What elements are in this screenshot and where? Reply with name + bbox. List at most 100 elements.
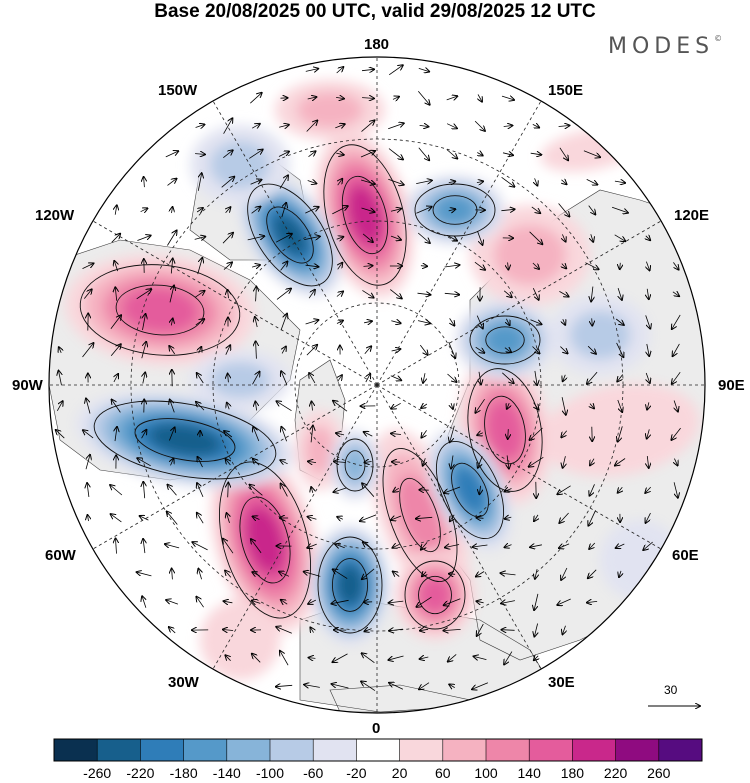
wind-vector [226, 459, 231, 466]
wind-vector [421, 430, 427, 437]
wind-vector [476, 601, 484, 603]
wind-vector [196, 402, 205, 411]
wind-vector [88, 515, 89, 522]
wind-vector [363, 542, 374, 551]
wind-vector [165, 151, 178, 158]
wind-vector [171, 319, 172, 326]
wind-vector [587, 371, 598, 384]
land-region [330, 685, 470, 712]
wind-vector [312, 402, 313, 411]
wind-vector [391, 434, 402, 435]
wind-vector [645, 486, 651, 493]
anomaly-contour [239, 496, 291, 584]
wind-vector [647, 288, 649, 299]
colorbar-swatch [97, 739, 141, 761]
colorbar-tick-label: 100 [474, 765, 498, 781]
wind-vector [253, 427, 260, 442]
wind-vector [362, 653, 375, 664]
wind-vector [332, 206, 347, 215]
anomaly-contour [382, 447, 458, 583]
brand-copyright-mark: © [714, 34, 723, 43]
colorbar-swatch [442, 739, 487, 761]
wind-vector [198, 569, 201, 580]
lon-label-90w: 90W [12, 377, 43, 394]
wind-vector [417, 91, 429, 104]
wind-vector [198, 457, 203, 468]
wind-vector [228, 374, 229, 383]
wind-vector [252, 372, 260, 385]
wind-vector [360, 151, 375, 158]
wind-vector [619, 570, 621, 577]
wind-vector [256, 287, 257, 302]
wind-vector [616, 342, 624, 357]
wind-vector [362, 290, 373, 297]
anomaly-contour [418, 575, 452, 615]
wind-vector [390, 209, 401, 212]
wind-vector [279, 125, 289, 128]
wind-vector [559, 544, 570, 548]
wind-vector [532, 288, 538, 300]
wind-vector [534, 593, 539, 610]
wind-vector [501, 176, 515, 186]
wind-vector [647, 429, 650, 438]
wind-vector [557, 598, 571, 605]
wind-vector [559, 291, 568, 296]
wind-vector [225, 655, 230, 660]
wind-vector [115, 287, 116, 301]
wind-vector [501, 573, 516, 575]
colorbar-tick-label: 60 [435, 765, 451, 781]
wind-vector [309, 658, 316, 659]
negative-anomaly [336, 565, 364, 605]
wind-vector [419, 344, 427, 355]
wind-vector [389, 683, 404, 690]
lon-label-120w: 120W [35, 207, 75, 224]
wind-vector [307, 97, 317, 99]
wind-vector [278, 152, 289, 157]
wind-vector [336, 321, 343, 324]
wind-vector [419, 682, 430, 690]
wind-vector [418, 68, 429, 71]
negative-anomaly [485, 324, 525, 356]
wind-vector [534, 514, 538, 521]
colorbar-tick-label: -140 [212, 765, 241, 781]
colorbar-swatch [313, 739, 357, 761]
meridian-line [92, 384, 378, 550]
wind-vector [647, 456, 648, 468]
wind-vector [508, 429, 509, 439]
colorbar [53, 738, 703, 762]
wind-vector [59, 347, 61, 353]
wind-vector [171, 259, 172, 274]
wind-vector [251, 207, 261, 214]
wind-vector [447, 373, 457, 382]
wind-vector [336, 237, 344, 239]
wind-vector [532, 124, 539, 127]
wind-vector [197, 373, 204, 384]
colorbar-frame [53, 738, 703, 762]
wind-vector [416, 180, 432, 183]
wind-vector [168, 485, 177, 496]
wind-vector [114, 261, 117, 272]
positive-anomaly [347, 185, 383, 245]
geopotential-anomaly-field [65, 80, 700, 680]
colorbar-swatch [572, 739, 617, 761]
wind-vector [224, 601, 233, 603]
colorbar-tick-label: -220 [126, 765, 155, 781]
wind-vector [82, 263, 94, 269]
anomaly-contour [336, 438, 374, 492]
wind-vector [143, 314, 146, 331]
wind-vector [393, 488, 399, 492]
wind-vector [501, 209, 514, 210]
wind-vector [197, 258, 203, 275]
wind-vector [85, 455, 90, 470]
wind-vector [165, 544, 180, 548]
wind-vector [195, 154, 205, 155]
wind-vector [305, 207, 318, 214]
wind-vector [588, 205, 596, 215]
wind-vector [141, 430, 147, 439]
lon-label-90e: 90E [718, 377, 745, 394]
wind-vector [223, 262, 232, 270]
wind-vector [503, 290, 512, 297]
wind-vector [255, 402, 256, 411]
wind-vector [59, 371, 62, 386]
colorbar-tick-label: 140 [517, 765, 541, 781]
